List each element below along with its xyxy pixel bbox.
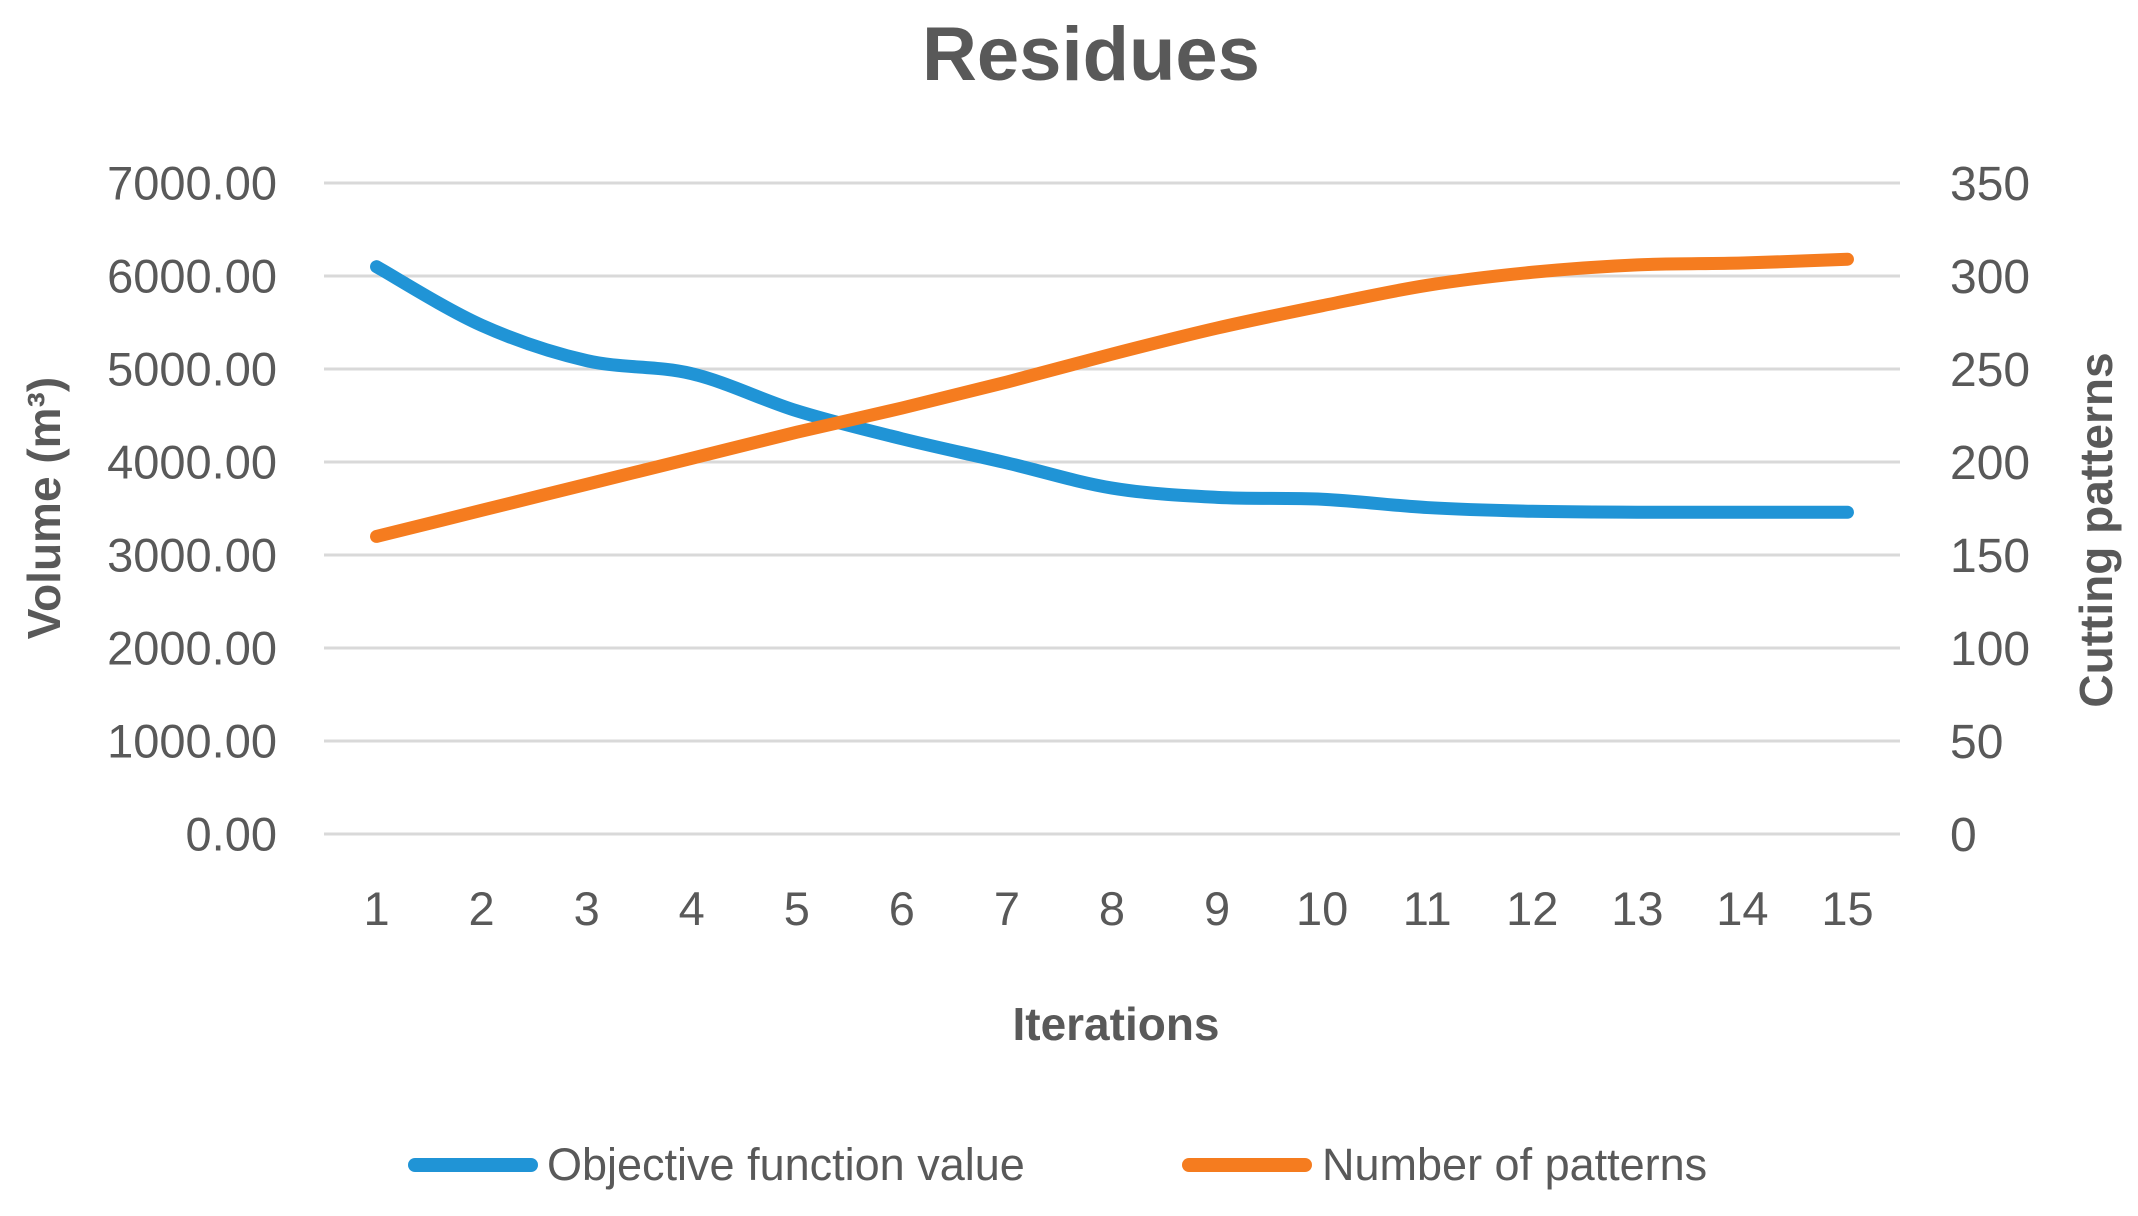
right-axis-tick-label: 150 — [1950, 530, 2030, 583]
x-axis-tick-label: 10 — [1296, 882, 1348, 935]
legend-label-number-of-patterns: Number of patterns — [1322, 1139, 1707, 1190]
chart-title: Residues — [922, 12, 1260, 97]
x-axis-tick-label: 5 — [784, 882, 810, 935]
right-axis-tick-label: 0 — [1950, 809, 1977, 862]
x-axis-ticks: 1 2 3 4 5 6 7 8 9 10 11 12 13 14 15 — [363, 882, 1873, 935]
left-axis-tick-label: 7000.00 — [107, 156, 277, 209]
right-axis-tick-label: 300 — [1950, 251, 2030, 304]
x-axis-tick-label: 6 — [889, 882, 915, 935]
x-axis-tick-label: 9 — [1204, 882, 1230, 935]
right-axis-title: Cutting patterns — [2070, 352, 2122, 707]
legend-swatch-number-of-patterns — [1182, 1158, 1312, 1172]
legend-label-objective-function-value: Objective function value — [547, 1139, 1025, 1190]
series-layer — [370, 252, 1854, 543]
series-line-0-objective-function-value — [370, 260, 1854, 519]
right-axis-ticks: 350 300 250 200 150 100 50 0 — [1950, 158, 2030, 862]
right-axis-tick-label: 100 — [1950, 623, 2030, 676]
x-axis-tick-label: 2 — [469, 882, 495, 935]
right-axis-tick-label: 250 — [1950, 344, 2030, 397]
x-axis-tick-label: 4 — [679, 882, 705, 935]
x-axis-tick-label: 12 — [1506, 882, 1558, 935]
x-axis-tick-label: 15 — [1821, 882, 1873, 935]
right-axis-tick-label: 50 — [1950, 716, 2003, 769]
left-axis-tick-label: 2000.00 — [107, 621, 277, 674]
right-axis-tick-label: 350 — [1950, 158, 2030, 211]
gridlines-layer — [324, 181, 1900, 836]
x-axis-title: Iterations — [1012, 998, 1219, 1050]
left-axis-tick-label: 0.00 — [186, 807, 277, 860]
left-axis-ticks: 7000.00 6000.00 5000.00 4000.00 3000.00 2000.… — [107, 156, 277, 860]
x-axis-tick-label: 14 — [1716, 882, 1768, 935]
right-axis-tick-label: 200 — [1950, 437, 2030, 490]
x-axis-tick-label: 8 — [1099, 882, 1125, 935]
left-axis-tick-label: 5000.00 — [107, 342, 277, 395]
x-axis-tick-label: 1 — [363, 882, 389, 935]
left-axis-tick-label: 4000.00 — [107, 435, 277, 488]
x-axis-tick-label: 7 — [994, 882, 1020, 935]
left-axis-tick-label: 1000.00 — [107, 714, 277, 767]
x-axis-tick-label: 13 — [1611, 882, 1663, 935]
x-axis-tick-label: 3 — [574, 882, 600, 935]
x-axis-tick-label: 11 — [1403, 882, 1452, 935]
legend: Objective function value Number of patte… — [408, 1139, 1707, 1190]
legend-swatch-objective-function-value — [408, 1158, 538, 1172]
left-axis-tick-label: 3000.00 — [107, 528, 277, 581]
left-axis-tick-label: 6000.00 — [107, 249, 277, 302]
series-line-1-number-of-patterns — [370, 252, 1854, 543]
left-axis-title: Volume (m³) — [18, 377, 70, 639]
